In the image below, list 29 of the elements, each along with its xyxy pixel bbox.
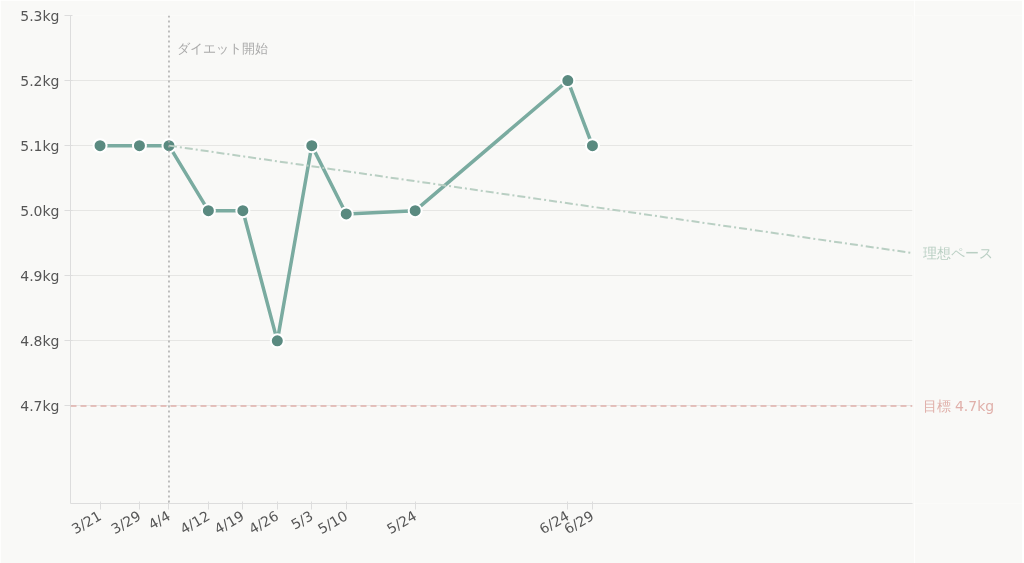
x-tick-label: 4/26 xyxy=(246,507,282,538)
ref-line-label: ダイエット開始 xyxy=(176,40,268,56)
point xyxy=(338,206,354,222)
x-tick-label: 5/24 xyxy=(383,507,420,538)
point xyxy=(131,138,147,154)
point xyxy=(92,138,108,154)
point xyxy=(584,138,600,154)
point xyxy=(200,203,216,219)
x-tick-label: 4/4 xyxy=(145,507,174,533)
y-tick-label: 4.8kg xyxy=(20,332,60,349)
point xyxy=(269,333,285,349)
y-tick-label: 4.9kg xyxy=(20,267,60,284)
y-tick-label: 5.0kg xyxy=(20,202,60,219)
y-tick-label: 5.3kg xyxy=(20,7,60,24)
point xyxy=(407,203,423,219)
x-tick-label: 4/12 xyxy=(177,507,213,538)
point xyxy=(560,73,576,89)
point xyxy=(235,203,251,219)
series-label: 理想ペース xyxy=(922,244,993,261)
y-tick-label: 4.7kg xyxy=(20,397,60,414)
x-tick-label: 5/10 xyxy=(315,507,351,538)
ref-line-label: 目標 4.7kg xyxy=(922,397,995,414)
x-tick-label: 3/29 xyxy=(108,507,144,538)
y-tick-label: 5.2kg xyxy=(20,72,60,89)
y-tick-label: 5.1kg xyxy=(20,137,60,154)
x-tick-label: 5/3 xyxy=(288,507,316,533)
point xyxy=(304,138,320,154)
x-tick-label: 3/21 xyxy=(68,507,105,538)
x-tick-label: 4/19 xyxy=(211,507,247,538)
